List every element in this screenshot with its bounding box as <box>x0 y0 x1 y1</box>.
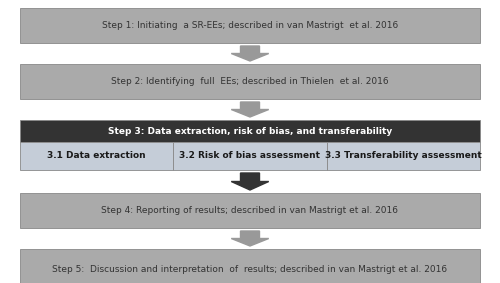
FancyBboxPatch shape <box>174 142 326 170</box>
Polygon shape <box>231 102 269 117</box>
Text: 3.2 Risk of bias assessment: 3.2 Risk of bias assessment <box>180 151 320 160</box>
Text: Step 3: Data extraction, risk of bias, and transferability: Step 3: Data extraction, risk of bias, a… <box>108 127 392 136</box>
Polygon shape <box>231 173 269 190</box>
Polygon shape <box>231 46 269 61</box>
FancyBboxPatch shape <box>20 142 174 170</box>
Text: Step 2: Identifying  full  EEs; described in Thielen  et al. 2016: Step 2: Identifying full EEs; described … <box>111 77 389 86</box>
FancyBboxPatch shape <box>20 120 480 142</box>
Text: 3.3 Transferability assessment: 3.3 Transferability assessment <box>325 151 482 160</box>
FancyBboxPatch shape <box>20 8 480 43</box>
Text: Step 5:  Discussion and interpretation  of  results; described in van Mastrigt e: Step 5: Discussion and interpretation of… <box>52 265 448 275</box>
FancyBboxPatch shape <box>20 193 480 228</box>
Text: 3.1 Data extraction: 3.1 Data extraction <box>48 151 146 160</box>
Text: Step 4: Reporting of results; described in van Mastrigt et al. 2016: Step 4: Reporting of results; described … <box>102 206 399 215</box>
Polygon shape <box>231 231 269 246</box>
FancyBboxPatch shape <box>326 142 480 170</box>
FancyBboxPatch shape <box>20 64 480 99</box>
Text: Step 1: Initiating  a SR-EEs; described in van Mastrigt  et al. 2016: Step 1: Initiating a SR-EEs; described i… <box>102 21 398 30</box>
FancyBboxPatch shape <box>20 249 480 283</box>
